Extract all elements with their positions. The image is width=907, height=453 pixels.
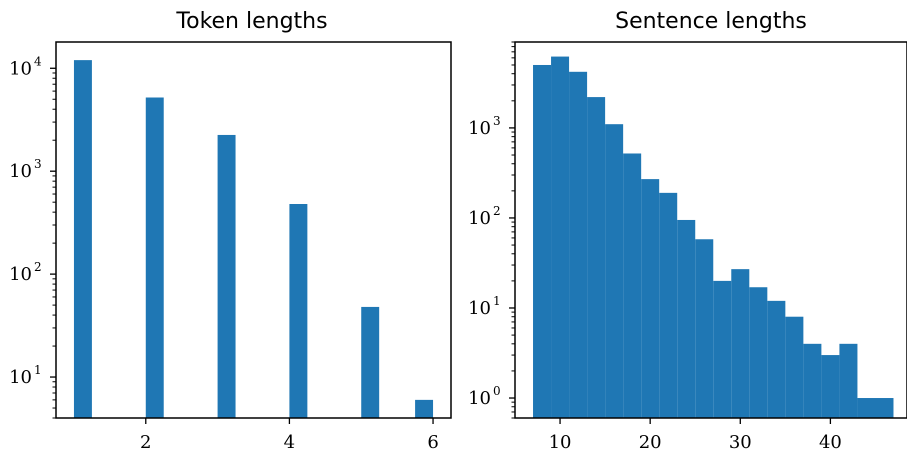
sentence-lengths-bar-17 <box>839 343 858 418</box>
sentence-lengths-bar-14 <box>785 316 804 418</box>
token-lengths-y-tick-exp-1: 2 <box>34 260 42 274</box>
sentence-lengths-y-tick-label-2: 10 <box>468 208 491 229</box>
sentence-lengths-y-tick-exp-2: 2 <box>493 204 501 218</box>
token-lengths-y-tick-label-0: 10 <box>9 367 32 388</box>
token-lengths-x-axis: 2 4 6 <box>140 418 439 453</box>
sentence-lengths-bar-4 <box>605 124 624 418</box>
sentence-lengths-bar-16 <box>821 355 840 418</box>
token-lengths-x-tick-label-1: 4 <box>284 432 295 453</box>
sentence-lengths-y-tick-label-0: 10 <box>468 388 491 409</box>
sentence-lengths-bar-12 <box>749 287 768 418</box>
token-lengths-bar-2 <box>217 134 236 418</box>
token-lengths-bar-3 <box>289 204 308 418</box>
sentence-lengths-bar-5 <box>623 153 642 419</box>
token-lengths-y-tick-exp-2: 3 <box>34 157 42 171</box>
sentence-lengths-bar-2 <box>569 71 588 418</box>
sentence-lengths-title: Sentence lengths <box>615 9 807 34</box>
sentence-lengths-bar-3 <box>587 97 606 418</box>
token-lengths-bar-5 <box>415 399 434 418</box>
sentence-lengths-bar-7 <box>659 192 678 418</box>
sentence-lengths-frame <box>514 41 907 419</box>
token-lengths-y-tick-exp-0: 1 <box>34 363 42 377</box>
sentence-lengths-y-tick-label-3: 10 <box>468 118 491 139</box>
sentence-lengths-x-tick-label-0: 10 <box>549 432 572 453</box>
token-lengths-bar-0 <box>73 60 92 418</box>
token-lengths-y-tick-exp-3: 4 <box>34 54 42 68</box>
sentence-lengths-bar-6 <box>641 179 660 418</box>
token-lengths-x-tick-label-2: 6 <box>427 432 438 453</box>
sentence-lengths-bar-9 <box>695 239 714 418</box>
token-lengths-bar-1 <box>145 97 164 418</box>
sentence-lengths-x-axis: 10 20 30 40 <box>549 418 842 453</box>
sentence-lengths-bar-15 <box>803 343 822 418</box>
sentence-lengths-y-tick-exp-1: 1 <box>493 294 501 308</box>
sentence-lengths-y-tick-exp-0: 0 <box>493 384 501 398</box>
sentence-lengths-bar-10 <box>713 280 732 418</box>
sentence-lengths-bar-13 <box>767 300 786 418</box>
sentence-lengths-x-tick-label-2: 30 <box>729 432 752 453</box>
token-lengths-frame <box>55 41 452 419</box>
sentence-lengths-bar-0 <box>533 64 552 419</box>
sentence-lengths-bar-8 <box>677 219 696 418</box>
token-lengths-title: Token lengths <box>175 9 327 34</box>
sentence-lengths-y-tick-label-1: 10 <box>468 298 491 319</box>
token-lengths-x-tick-label-0: 2 <box>140 432 151 453</box>
sentence-lengths-x-tick-label-3: 40 <box>819 432 842 453</box>
sentence-lengths-bar-11 <box>731 269 750 418</box>
sentence-lengths-x-tick-label-1: 20 <box>639 432 662 453</box>
sentence-lengths-bars <box>533 56 894 419</box>
sentence-lengths-bar-18 <box>857 398 894 418</box>
token-lengths-bar-4 <box>361 306 380 418</box>
sentence-lengths-bar-1 <box>551 56 570 419</box>
token-lengths-y-tick-label-2: 10 <box>9 161 32 182</box>
token-lengths-y-tick-label-1: 10 <box>9 264 32 285</box>
sentence-lengths-y-tick-exp-3: 3 <box>493 114 501 128</box>
token-lengths-y-tick-label-3: 10 <box>9 58 32 79</box>
token-lengths-bars <box>73 60 434 418</box>
